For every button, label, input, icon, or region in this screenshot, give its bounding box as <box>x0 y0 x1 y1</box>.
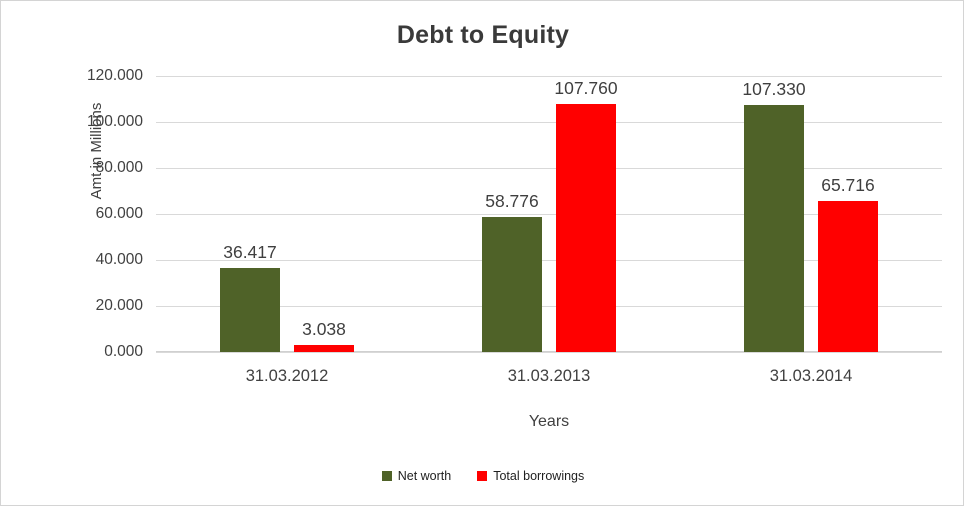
legend-item-net-worth[interactable]: Net worth <box>381 469 452 483</box>
y-axis-tick-label: 60.000 <box>95 205 143 222</box>
legend-label: Total borrowings <box>493 469 585 483</box>
gridline <box>156 214 942 215</box>
bar-net-worth-31.03.2012[interactable] <box>220 268 280 352</box>
gridline <box>156 306 942 307</box>
gridline <box>156 260 942 261</box>
chart-legend: Net worth Total borrowings <box>1 469 963 483</box>
y-axis-tick-label: 100.000 <box>86 113 143 130</box>
gridline <box>156 352 942 353</box>
bar-total-borrowings-31.03.2012[interactable] <box>294 345 354 352</box>
plot-area: 36.417 3.038 58.776 107.760 107.330 65.716 <box>156 76 942 353</box>
bar-value-label: 3.038 <box>302 319 346 339</box>
x-axis-tick-label: 31.03.2014 <box>769 367 853 385</box>
x-axis-tick-label: 31.03.2013 <box>507 367 591 385</box>
bar-value-label: 107.330 <box>742 79 806 100</box>
y-axis-tick-label: 40.000 <box>95 251 143 268</box>
y-axis-tick-label: 80.000 <box>95 159 143 176</box>
bar-value-label: 36.417 <box>223 242 277 263</box>
x-axis-title: Years <box>528 413 570 430</box>
y-axis-tick-label: 120.000 <box>86 67 143 84</box>
x-axis-line <box>156 351 942 352</box>
bar-value-label: 107.760 <box>554 78 618 99</box>
bar-net-worth-31.03.2013[interactable] <box>482 216 542 352</box>
gridline <box>156 168 942 169</box>
x-axis-tick-label: 31.03.2012 <box>245 367 329 385</box>
y-axis-tick-labels: 120.000 100.000 80.000 60.000 40.000 20.000 0.… <box>63 67 143 360</box>
bar-value-label: 58.776 <box>485 190 539 211</box>
x-axis-tick-labels: 31.03.2012 31.03.2013 31.03.2014 <box>156 367 942 393</box>
bar-net-worth-31.03.2014[interactable] <box>744 105 804 352</box>
legend-label: Net worth <box>397 469 452 483</box>
chart-title: Debt to Equity <box>396 21 570 49</box>
gridline <box>156 122 942 123</box>
y-axis-tick-label: 0.000 <box>104 343 143 360</box>
bar-total-borrowings-31.03.2013[interactable] <box>556 104 616 352</box>
gridline <box>156 76 942 77</box>
legend-item-total-borrowings[interactable]: Total borrowings <box>477 469 584 483</box>
legend-swatch-icon <box>477 471 488 481</box>
legend-swatch-icon <box>381 471 392 481</box>
y-axis-tick-label: 20.000 <box>95 297 143 314</box>
bar-value-label: 65.716 <box>821 174 875 195</box>
bar-total-borrowings-31.03.2014[interactable] <box>818 200 878 352</box>
